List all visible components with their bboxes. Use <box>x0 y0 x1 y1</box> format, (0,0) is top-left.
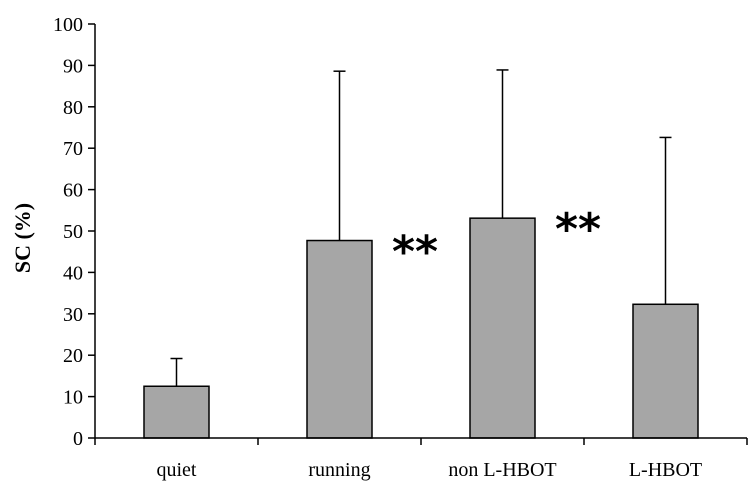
x-tick-label: running <box>308 459 370 481</box>
y-tick-label: 40 <box>63 262 83 284</box>
y-tick-label: 100 <box>53 14 83 36</box>
bar-running <box>306 239 373 439</box>
y-tick-label: 70 <box>63 138 83 160</box>
bars-group <box>143 217 699 439</box>
y-axis: 0 10 20 30 40 50 60 70 80 90 100 <box>53 14 96 450</box>
y-tick-label: 20 <box>63 345 83 367</box>
y-tick-label: 0 <box>73 428 83 450</box>
y-tick-label: 80 <box>63 97 83 119</box>
y-tick-label: 30 <box>63 304 83 326</box>
y-tick-label: 90 <box>63 55 83 77</box>
x-axis: quiet running non L-HBOT L-HBOT <box>94 437 748 481</box>
y-tick-label: 60 <box>63 180 83 202</box>
y-tick-label: 50 <box>63 221 83 243</box>
bar-non-l-hbot <box>469 217 536 439</box>
error-bars-group <box>170 69 672 387</box>
x-tick-label: quiet <box>157 459 197 481</box>
significance-marker: ** <box>555 204 601 255</box>
annotations-group: ** ** <box>392 204 601 277</box>
bar-l-hbot <box>632 303 699 439</box>
bar-quiet <box>143 385 210 439</box>
x-tick-label: L-HBOT <box>629 459 702 481</box>
y-axis-title: SC (%) <box>10 203 35 273</box>
y-tick-label: 10 <box>63 387 83 409</box>
significance-marker: ** <box>392 227 438 278</box>
x-tick-label: non L-HBOT <box>448 459 556 481</box>
